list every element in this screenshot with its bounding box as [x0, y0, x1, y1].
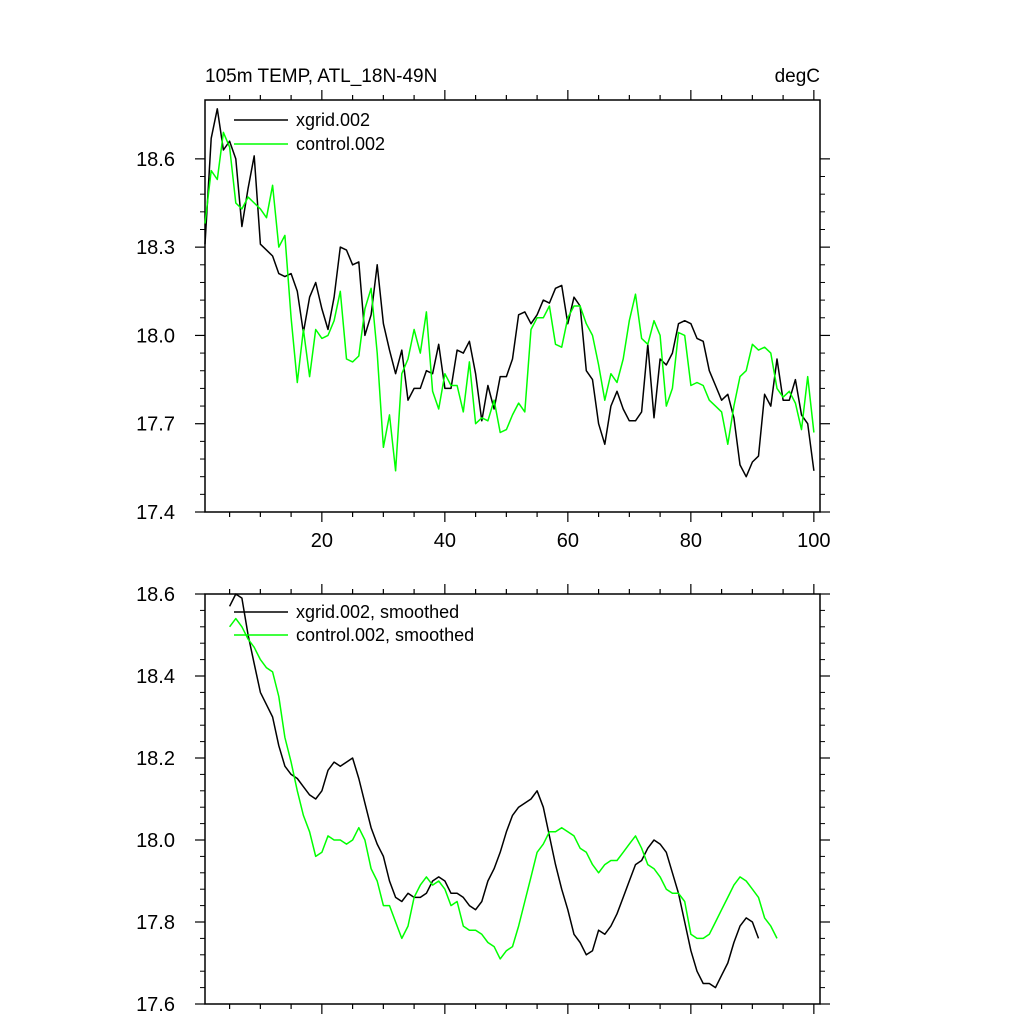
- top-xtick-label: 80: [680, 530, 702, 552]
- legend-label-control-smoothed: control.002, smoothed: [296, 625, 474, 645]
- top-legend: xgrid.002 control.002: [234, 110, 385, 154]
- legend-label-xgrid: xgrid.002: [296, 110, 370, 130]
- top-panel: 20 40 60 80 100 17.4 17.7 18.0 18.3 18.6 105m TEM…: [136, 66, 830, 552]
- top-ytick-label: 18.6: [136, 149, 175, 171]
- bottom-ytick-label: 17.8: [136, 912, 175, 934]
- bottom-series-lines: [228, 593, 778, 989]
- legend-label-control: control.002: [296, 134, 385, 154]
- top-ytick-label: 17.7: [136, 414, 175, 436]
- legend-label-xgrid-smoothed: xgrid.002, smoothed: [296, 602, 459, 622]
- bottom-series-xgrid-002-smoothed: [228, 593, 760, 989]
- bottom-plot-frame: [204, 593, 821, 1005]
- top-title-left: 105m TEMP, ATL_18N-49N: [205, 66, 437, 87]
- bottom-ytick-label: 18.0: [136, 830, 175, 852]
- top-series-lines: [204, 108, 815, 478]
- top-title-right: degC: [775, 66, 820, 87]
- bottom-ytick-label: 17.6: [136, 994, 175, 1016]
- top-xtick-label: 60: [557, 530, 579, 552]
- bottom-series-control-002-smoothed: [229, 617, 778, 960]
- bottom-ytick-label: 18.4: [136, 666, 175, 688]
- top-series-xgrid-002: [204, 108, 815, 478]
- top-xtick-label: 100: [797, 530, 830, 552]
- top-ticks: 20 40 60 80 100 17.4 17.7 18.0 18.3 18.6: [136, 90, 831, 552]
- top-xtick-label: 20: [311, 530, 333, 552]
- top-ytick-label: 18.3: [136, 237, 175, 259]
- bottom-ticks: 17.6 17.8 18.0 18.2 18.4 18.6: [136, 584, 830, 1016]
- top-ytick-label: 17.4: [136, 502, 175, 524]
- bottom-legend: xgrid.002, smoothed control.002, smoothe…: [234, 602, 474, 645]
- top-xtick-label: 40: [434, 530, 456, 552]
- top-series-control-002: [204, 131, 815, 472]
- bottom-panel: 17.6 17.8 18.0 18.2 18.4 18.6 xgrid.002, smoo…: [136, 584, 830, 1016]
- bottom-ytick-label: 18.6: [136, 584, 175, 606]
- top-plot-frame: [204, 99, 821, 513]
- top-ytick-label: 18.0: [136, 325, 175, 347]
- bottom-ytick-label: 18.2: [136, 748, 175, 770]
